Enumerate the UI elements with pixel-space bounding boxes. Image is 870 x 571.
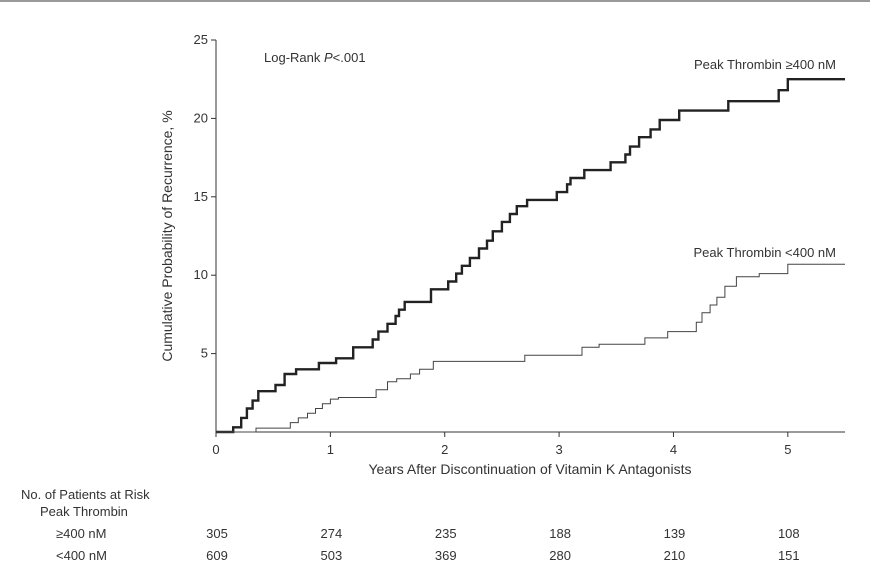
x-tick-label: 2: [441, 442, 448, 457]
y-tick-label: 5: [201, 346, 208, 361]
risk-value-high: 235: [435, 526, 457, 541]
x-tick-label: 4: [670, 442, 677, 457]
risk-value-high: 305: [206, 526, 228, 541]
series-label-high: Peak Thrombin ≥400 nM: [694, 57, 836, 72]
risk-value-high: 108: [778, 526, 800, 541]
series-line-low: [216, 263, 845, 433]
series-line-high: [216, 78, 845, 434]
top-rule: [0, 0, 870, 2]
risk-row-label-low: <400 nM: [56, 548, 107, 563]
y-tick-label: 10: [194, 267, 208, 282]
x-axis-title: Years After Discontinuation of Vitamin K…: [369, 461, 692, 477]
x-tick-label: 1: [327, 442, 334, 457]
series-label-low: Peak Thrombin <400 nM: [694, 245, 836, 260]
risk-value-low: 369: [435, 548, 457, 563]
risk-value-low: 151: [778, 548, 800, 563]
risk-value-high: 274: [321, 526, 343, 541]
risk-table-subtitle: Peak Thrombin: [40, 504, 128, 519]
y-tick-label: 15: [194, 189, 208, 204]
risk-table-title: No. of Patients at Risk: [21, 487, 150, 502]
risk-value-high: 139: [664, 526, 686, 541]
risk-value-low: 210: [664, 548, 686, 563]
y-axis-title: Cumulative Probability of Recurrence, %: [159, 110, 175, 361]
risk-value-low: 609: [206, 548, 228, 563]
log-rank-annotation: Log-Rank P<.001: [264, 50, 366, 65]
risk-table: No. of Patients at Risk Peak Thrombin ≥4…: [21, 487, 800, 563]
y-tick-label: 25: [194, 32, 208, 47]
x-tick-label: 0: [212, 442, 219, 457]
x-tick-label: 5: [784, 442, 791, 457]
risk-value-high: 188: [549, 526, 571, 541]
x-tick-label: 3: [555, 442, 562, 457]
y-tick-label: 20: [194, 110, 208, 125]
risk-row-label-high: ≥400 nM: [56, 526, 107, 541]
risk-value-low: 280: [549, 548, 571, 563]
risk-value-low: 503: [321, 548, 343, 563]
axes: [215, 40, 845, 433]
